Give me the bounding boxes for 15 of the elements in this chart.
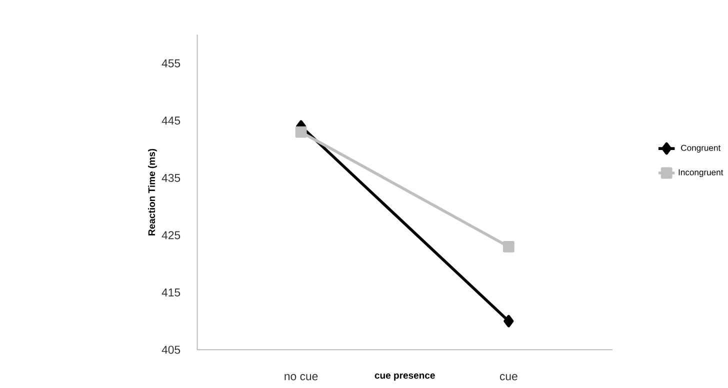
y-tick-label: 445 [162,116,180,125]
y-axis-title: Reaction Time (ms) [148,149,157,236]
point [502,241,514,253]
y-tick-label: 415 [162,288,180,297]
legend-label: Incongruent [678,170,724,178]
y-tick-label: 425 [162,231,180,240]
x-tick-label: no cue [284,374,318,380]
y-tick-label: 455 [162,60,180,68]
x-tick-label: cue [500,374,518,380]
x-axis-title: cue presence [374,374,435,381]
point [295,126,307,138]
point [504,315,514,328]
legend-label: Congruent [681,145,721,153]
y-tick-label: 405 [162,346,180,354]
y-tick-label: 435 [162,174,180,182]
